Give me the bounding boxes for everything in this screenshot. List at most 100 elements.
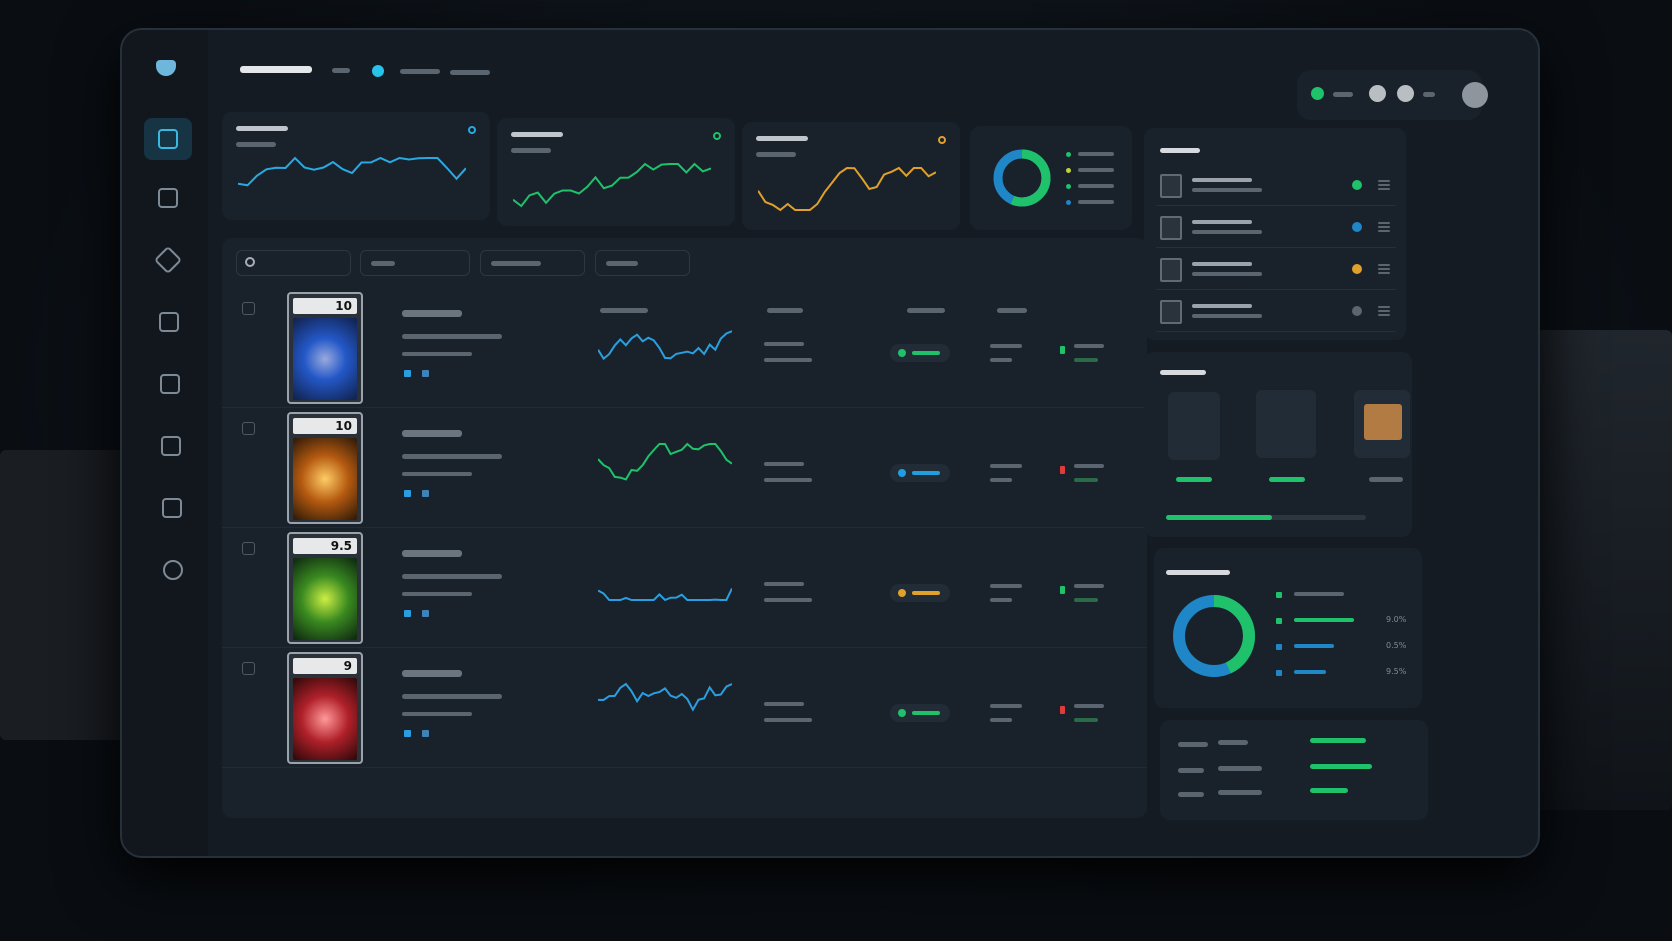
summary-fill (1310, 764, 1372, 769)
status-dot (898, 709, 906, 717)
status-bar (912, 591, 940, 595)
nav-icon[interactable] (162, 498, 182, 518)
status-bar (912, 351, 940, 355)
card-meta (402, 472, 472, 476)
profile[interactable] (1462, 82, 1488, 108)
status-bar (912, 471, 940, 475)
table-row[interactable]: 10 (222, 410, 1147, 528)
kpi-card (222, 112, 490, 220)
status-pill (890, 344, 950, 362)
row-checkbox[interactable] (242, 542, 255, 555)
status-dot (898, 469, 906, 477)
legend-dot (1066, 184, 1071, 189)
tag (422, 490, 429, 497)
header-bar (450, 70, 490, 75)
price-bar (764, 718, 812, 722)
search-box[interactable] (236, 250, 351, 276)
kpi-title (511, 132, 563, 137)
item-bar (1192, 220, 1252, 224)
legend-bar (1078, 200, 1114, 204)
filter-dropdown[interactable] (360, 250, 470, 276)
activity-item[interactable] (1156, 252, 1396, 290)
nav-icon[interactable] (158, 188, 178, 208)
price-chart (597, 680, 733, 728)
sparkline-path (597, 588, 733, 602)
nav-icon[interactable] (159, 312, 179, 332)
filter-dropdown[interactable] (480, 250, 585, 276)
qty-bar (990, 344, 1022, 348)
table-row[interactable]: 10 (222, 290, 1147, 408)
row-checkbox[interactable] (242, 422, 255, 435)
summary-bar (1218, 766, 1262, 771)
nav-icon[interactable] (153, 245, 183, 275)
table-row[interactable]: 9 (222, 650, 1147, 768)
sparkline-path (597, 442, 733, 481)
legend-bar (1078, 152, 1114, 156)
top-controls[interactable] (1297, 70, 1482, 120)
nav-icon (158, 129, 178, 149)
legend-bar (1078, 168, 1114, 172)
column-header (907, 308, 945, 313)
item-bar (1192, 188, 1262, 192)
card-meta (402, 592, 472, 596)
change-bar (1074, 718, 1098, 722)
activity-item[interactable] (1156, 294, 1396, 332)
kpi-chart (512, 160, 712, 214)
control-bar (1333, 92, 1353, 97)
grade-label: 10 (293, 298, 357, 314)
card-name (402, 550, 462, 557)
filter-bar (606, 261, 638, 266)
grade-label: 9.5 (293, 538, 357, 554)
card-decks (1520, 330, 1672, 810)
price-bar (764, 462, 804, 466)
price-bar (764, 702, 804, 706)
change-bar (1074, 584, 1104, 588)
card-name (402, 310, 462, 317)
row-checkbox[interactable] (242, 302, 255, 315)
filter-dropdown[interactable] (595, 250, 690, 276)
step-card (1168, 392, 1220, 460)
column-header (600, 308, 648, 313)
sparkline (757, 166, 937, 212)
change-arrow (1060, 346, 1065, 354)
sparkline-path (237, 156, 467, 187)
activity-item[interactable] (1156, 210, 1396, 248)
change-bar (1074, 464, 1104, 468)
search-icon (245, 257, 255, 267)
card-set (402, 694, 502, 699)
legend-bar (1294, 592, 1344, 596)
status-pill (890, 464, 950, 482)
summary-bar (1178, 768, 1204, 773)
summary-bar (1178, 742, 1208, 747)
nav-icon[interactable] (163, 560, 183, 580)
control-bar (1423, 92, 1435, 97)
grade-distribution: 9.0% 0.5% 9.5% (1154, 548, 1422, 708)
nav-icon[interactable] (161, 436, 181, 456)
sparkline (597, 330, 733, 361)
change-bar (1074, 478, 1098, 482)
summary-fill (1310, 738, 1366, 743)
nav-active[interactable] (144, 118, 192, 160)
row-checkbox[interactable] (242, 662, 255, 675)
price-bar (764, 342, 804, 346)
price-chart (597, 560, 733, 608)
nav-icon[interactable] (160, 374, 180, 394)
item-dot (1352, 264, 1362, 274)
table-row[interactable]: 9.5 (222, 530, 1147, 648)
tag (422, 370, 429, 377)
card-slab: 10 (287, 292, 363, 404)
donut-ring (1173, 595, 1255, 677)
legend-value: 9.0% (1386, 615, 1407, 624)
avatar (1369, 85, 1386, 102)
kpi-title (756, 136, 808, 141)
activity-panel (1144, 128, 1406, 340)
tag (404, 370, 411, 377)
activity-item[interactable] (1156, 168, 1396, 206)
legend-dot (1276, 644, 1282, 650)
legend-dot (1066, 200, 1071, 205)
legend-dot (1276, 670, 1282, 676)
legend-dot (1066, 168, 1071, 173)
box-icon (1364, 404, 1402, 440)
card-name (402, 670, 462, 677)
summary-panel (1160, 720, 1428, 820)
